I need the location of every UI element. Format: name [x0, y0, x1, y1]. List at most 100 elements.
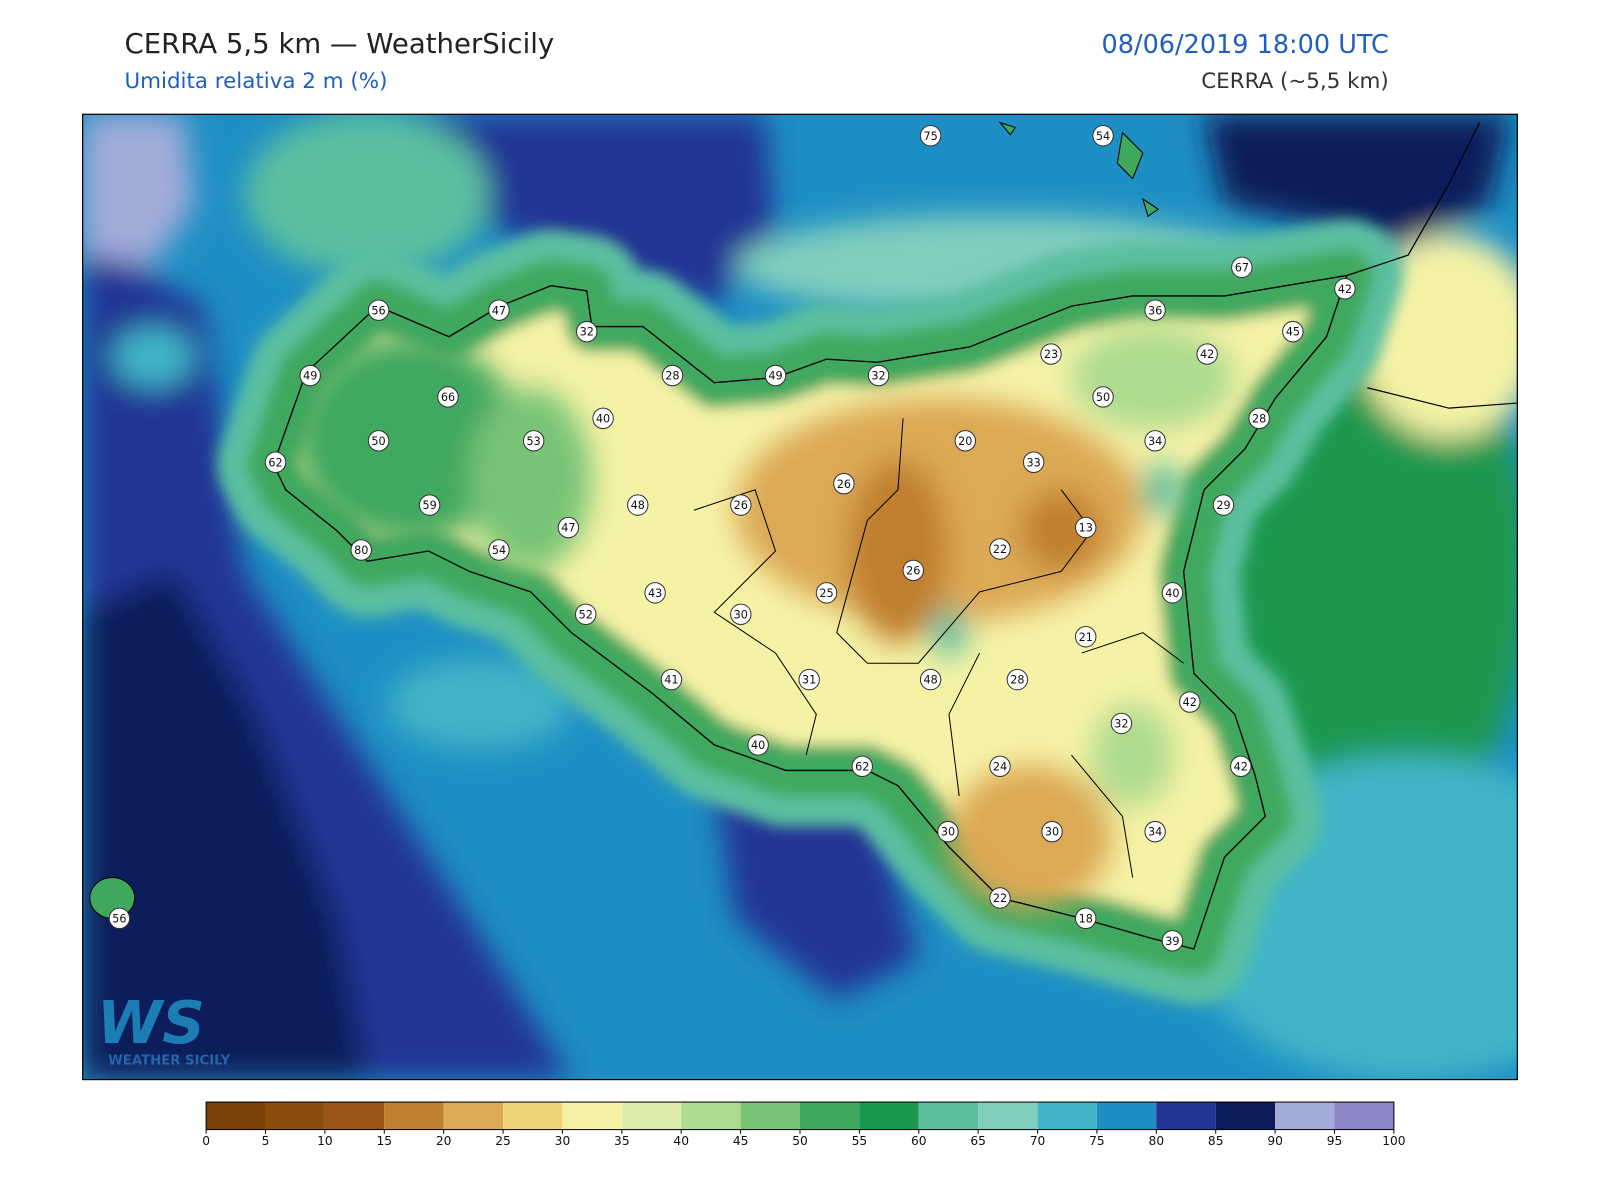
station-value: 41 — [664, 674, 678, 687]
colorbar-tick-label: 0 — [202, 1134, 210, 1148]
station-marker — [919, 125, 942, 147]
station-marker — [1179, 691, 1201, 713]
station-marker — [833, 472, 855, 495]
station-value: 56 — [371, 304, 385, 317]
colorbar-tick-label: 40 — [673, 1134, 689, 1148]
colorbar-swatch — [503, 1102, 563, 1130]
station-value: 42 — [1200, 348, 1214, 361]
station-marker — [1144, 299, 1166, 321]
station-marker — [1075, 907, 1097, 930]
colorbar-tick-label: 55 — [852, 1134, 868, 1148]
station-marker — [1230, 755, 1252, 778]
station-value: 23 — [1044, 348, 1058, 361]
title: CERRA 5,5 km — WeatherSicily — [124, 28, 554, 60]
colorbar-swatch — [1037, 1102, 1097, 1130]
sea-contours — [82, 114, 1518, 1080]
station-marker — [747, 734, 769, 756]
station-value: 49 — [768, 370, 782, 383]
station-marker — [1075, 516, 1097, 539]
colorbar-tick-label: 60 — [911, 1134, 927, 1148]
colorbar-swatch — [1096, 1102, 1157, 1130]
station-value: 26 — [837, 478, 851, 491]
colorbar-tick-label: 10 — [317, 1134, 333, 1148]
station-marker — [1092, 386, 1114, 408]
station-value: 32 — [1114, 718, 1128, 731]
station-value: 32 — [871, 370, 885, 383]
station-value: 43 — [648, 587, 662, 600]
station-value: 30 — [941, 826, 955, 839]
station-value: 45 — [1286, 326, 1300, 339]
station-value: 25 — [819, 587, 833, 600]
colorbar-tick-label: 20 — [436, 1134, 452, 1148]
colorbar-swatch — [1334, 1102, 1394, 1130]
station-marker — [644, 582, 666, 604]
station-value: 18 — [1079, 912, 1093, 925]
station-marker — [867, 364, 890, 387]
station-value: 21 — [1079, 631, 1093, 644]
station-value: 32 — [580, 326, 594, 339]
colorbar-swatch — [740, 1102, 800, 1130]
station-value: 53 — [527, 435, 541, 448]
colorbar-tick-label: 95 — [1327, 1134, 1343, 1148]
station-value: 56 — [112, 912, 126, 925]
station-marker — [660, 668, 683, 691]
station-value: 66 — [441, 391, 455, 404]
station-value: 75 — [923, 130, 937, 143]
station-value: 67 — [1235, 261, 1249, 274]
colorbar-tick-label: 50 — [792, 1134, 808, 1148]
colorbar-swatch — [1275, 1102, 1335, 1130]
station-value: 22 — [993, 892, 1007, 905]
station-value: 50 — [1096, 391, 1110, 404]
colorbar-swatch — [265, 1102, 325, 1130]
colorbar-tick-label: 45 — [733, 1134, 749, 1148]
station-marker — [902, 559, 924, 582]
station-value: 48 — [631, 499, 645, 512]
station-marker — [367, 430, 390, 452]
colorbar-swatch — [859, 1102, 919, 1130]
station-value: 20 — [958, 435, 972, 448]
colorbar-swatch — [206, 1102, 266, 1130]
station-marker — [954, 430, 977, 452]
station-value: 62 — [855, 760, 869, 773]
station-marker — [851, 755, 873, 778]
colorbar-swatch — [918, 1102, 979, 1130]
station-value: 54 — [492, 544, 506, 557]
station-value: 24 — [993, 760, 1007, 773]
station-marker — [488, 539, 510, 561]
station-value: 40 — [1165, 587, 1179, 600]
station-marker — [989, 755, 1011, 778]
station-value: 29 — [1216, 499, 1230, 512]
station-marker — [1161, 582, 1184, 604]
station-marker — [627, 494, 649, 516]
station-marker — [661, 364, 684, 387]
station-marker — [576, 320, 598, 343]
station-marker — [798, 668, 820, 691]
datetime: 08/06/2019 18:00 UTC — [1102, 30, 1389, 60]
station-value: 26 — [906, 564, 920, 577]
station-marker — [1041, 820, 1063, 843]
colorbar-swatch — [384, 1102, 444, 1130]
field: 75 54 67 42 56 47 32 36 45 23 42 49 28 49 32 66 50 40 28 50… — [82, 114, 1518, 1080]
station-value: 42 — [1234, 760, 1248, 773]
subtitle: Umidita relativa 2 m (%) — [124, 69, 387, 94]
colorbar-swatch — [681, 1102, 741, 1130]
station-value: 42 — [1183, 696, 1197, 709]
station-labels: 75 54 67 42 56 47 32 36 45 23 42 49 28 49 32 66 50 40 28 50… — [108, 125, 1356, 952]
logo-text: WEATHER SICILY — [108, 1053, 230, 1068]
station-value: 54 — [1096, 130, 1110, 143]
station-marker — [592, 407, 614, 430]
station-value: 50 — [371, 435, 385, 448]
station-marker — [350, 539, 372, 561]
station-value: 28 — [1010, 674, 1024, 687]
station-marker — [1092, 125, 1114, 147]
colorbar-tick-label: 35 — [614, 1134, 630, 1148]
station-marker — [488, 299, 510, 321]
station-marker — [1161, 930, 1184, 952]
station-value: 22 — [993, 543, 1007, 556]
station-marker — [730, 603, 752, 625]
logo-mark: WS — [97, 988, 205, 1057]
station-marker — [557, 516, 580, 539]
station-marker — [815, 582, 838, 604]
colorbar-tick-label: 80 — [1149, 1134, 1165, 1148]
